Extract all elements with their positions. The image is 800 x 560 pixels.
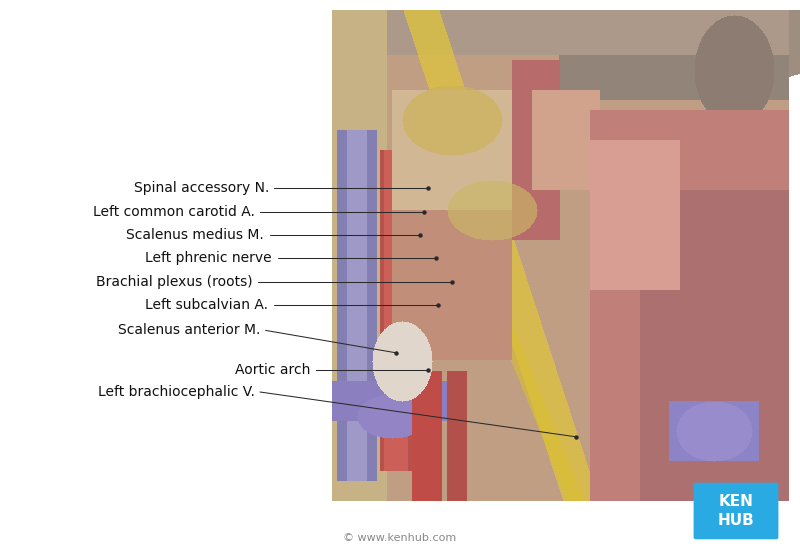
- Text: Scalenus medius M.: Scalenus medius M.: [126, 228, 264, 242]
- Text: Spinal accessory N.: Spinal accessory N.: [134, 180, 270, 195]
- Text: Brachial plexus (roots): Brachial plexus (roots): [96, 275, 253, 289]
- Text: Scalenus anterior M.: Scalenus anterior M.: [118, 323, 260, 337]
- Text: Aortic arch: Aortic arch: [235, 363, 310, 377]
- Text: Left brachiocephalic V.: Left brachiocephalic V.: [98, 385, 254, 399]
- Text: Left common carotid A.: Left common carotid A.: [93, 205, 254, 219]
- FancyBboxPatch shape: [694, 483, 778, 539]
- Text: Left phrenic nerve: Left phrenic nerve: [146, 251, 272, 265]
- Text: Left subcalvian A.: Left subcalvian A.: [145, 298, 268, 312]
- Text: © www.kenhub.com: © www.kenhub.com: [343, 533, 457, 543]
- Text: KEN
HUB: KEN HUB: [718, 494, 754, 528]
